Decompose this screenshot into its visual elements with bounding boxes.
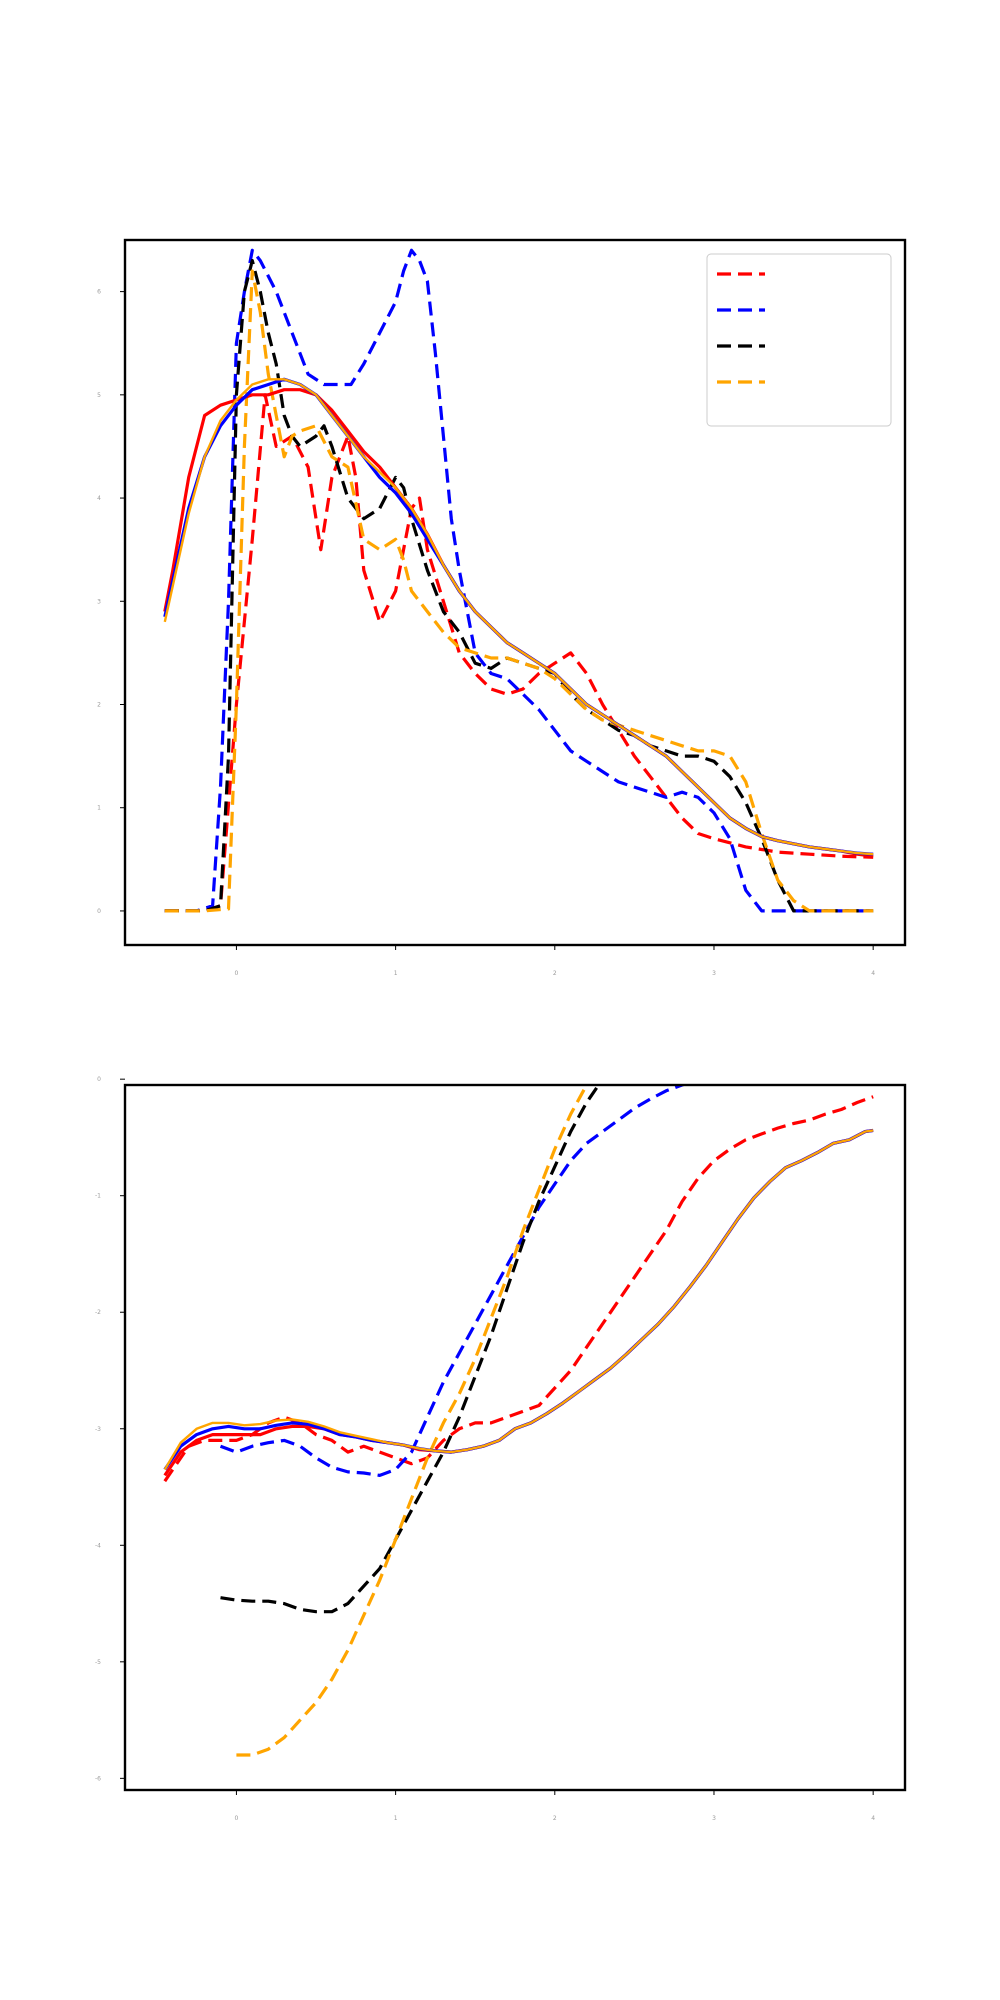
y-tick-label: 4 [97, 495, 101, 502]
x-tick-label: 3 [712, 1815, 716, 1822]
x-tick-label: 2 [553, 970, 557, 977]
y-tick-label: -5 [95, 1659, 101, 1666]
series-line-orange-dashed [236, 1085, 589, 1757]
y-tick-label: -4 [95, 1542, 101, 1549]
series-line-red-solid [163, 1128, 874, 1477]
series-line-blue-solid [163, 377, 874, 856]
series-line-red-dashed [163, 1095, 874, 1483]
y-tick-label: 5 [97, 392, 101, 399]
y-tick-label: -2 [95, 1309, 101, 1316]
x-tick-label: 0 [235, 1815, 239, 1822]
y-tick-label: 6 [97, 289, 101, 296]
x-tick-label: 3 [712, 970, 716, 977]
series-line-blue-dashed [219, 1085, 687, 1477]
x-tick-label: 4 [871, 1815, 875, 1822]
series-line-red-dashed [164, 393, 874, 913]
x-tick-label: 0 [235, 970, 239, 977]
x-tick-label: 4 [871, 970, 875, 977]
legend [706, 253, 892, 427]
series-line-red-solid [163, 388, 874, 858]
y-tick-label: -6 [95, 1775, 101, 1782]
series-line-orange-solid [163, 378, 874, 856]
series-line-orange-solid [163, 1129, 874, 1471]
y-tick-label: 0 [97, 908, 101, 915]
x-tick-label: 2 [553, 1815, 557, 1822]
top-line-chart-panel: 0 1 2 3 4 0 1 2 3 4 5 6 [97, 238, 907, 977]
y-tick-label: 3 [97, 598, 101, 605]
series-line-blue-dashed [164, 248, 874, 913]
series-line-black-dashed [220, 1085, 601, 1614]
axes-frame [123, 238, 907, 947]
y-tick-label: 0 [97, 1076, 101, 1083]
bottom-line-chart-panel: 0 1 2 3 4 -6 -5 -4 -3 -2 -1 0 [95, 1076, 907, 1822]
axes-frame [123, 1083, 907, 1792]
series-line-blue-solid [163, 1128, 874, 1471]
x-tick-label: 1 [394, 1815, 398, 1822]
y-tick-label: 2 [97, 701, 101, 708]
y-tick-label: -3 [95, 1426, 101, 1433]
series-line-black-dashed [164, 259, 874, 913]
y-tick-label: 1 [97, 805, 101, 812]
x-tick-label: 1 [394, 970, 398, 977]
y-tick-label: -1 [95, 1193, 101, 1200]
